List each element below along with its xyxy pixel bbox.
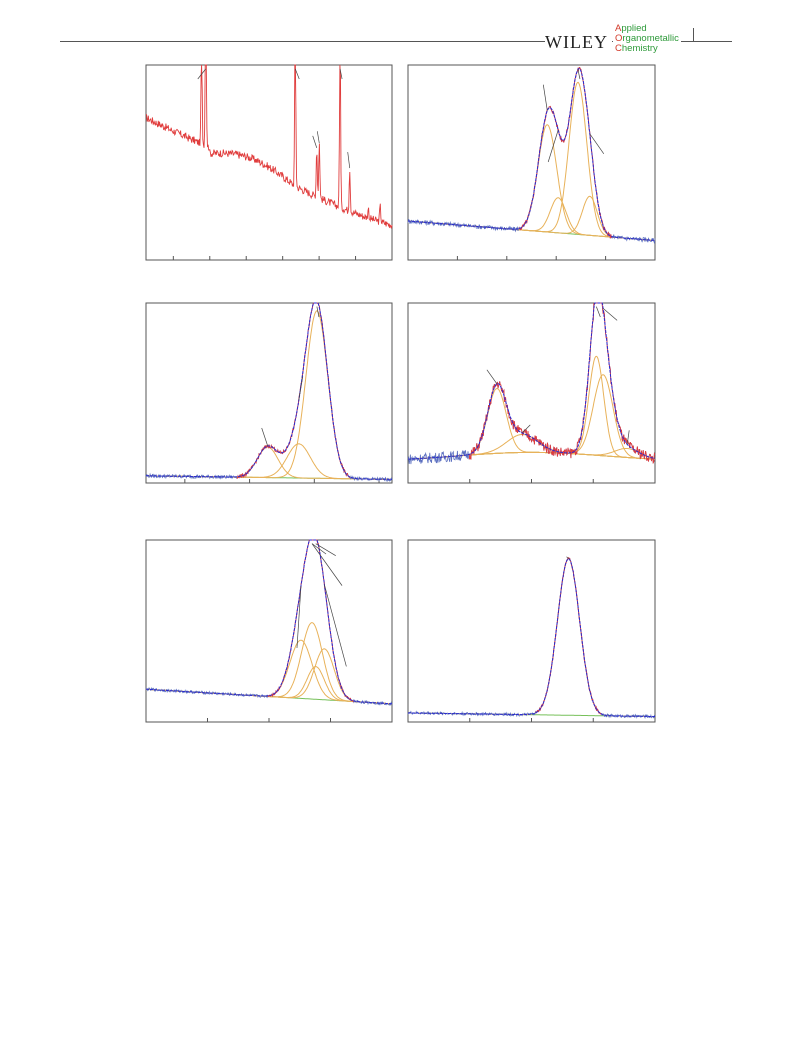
journal-cap-a: A: [615, 23, 622, 34]
peak-leader-line: [316, 131, 320, 144]
peak-leader-line: [626, 430, 630, 445]
journal-line-3: hemistry: [621, 43, 658, 54]
plot-frame: [145, 64, 393, 261]
survey-spectrum-chart: [145, 64, 393, 261]
plot-frame: [145, 539, 393, 723]
journal-line-2: rganometallic: [622, 33, 679, 44]
peak-leader-line: [486, 369, 498, 385]
peak-leader-line: [596, 306, 601, 318]
component-curve: [145, 639, 392, 705]
raw-spectrum-curve: [145, 302, 393, 482]
plot-frame: [407, 64, 656, 261]
peak-leader-line: [566, 556, 569, 559]
fit-region-curve: [468, 302, 656, 465]
peak-leader-line: [311, 543, 343, 586]
peak-leader-line: [589, 133, 605, 155]
o1s-spectrum-chart: [145, 539, 393, 723]
peak-leader-line: [577, 69, 581, 80]
mo3d-spectrum-chart: [407, 64, 656, 261]
envelope-curve: [408, 67, 655, 241]
fit-region-curve: [267, 539, 354, 703]
envelope-curve: [146, 302, 392, 480]
plot-frame: [145, 302, 393, 484]
journal-name: Applied Organometallic Chemistry: [613, 24, 681, 54]
component-curve: [408, 558, 655, 717]
peak-leader-line: [311, 543, 327, 555]
component-curve: [146, 446, 392, 480]
journal-header: WILEY Applied Organometallic Chemistry: [545, 24, 785, 60]
component-curve: [146, 443, 392, 480]
component-curve: [407, 355, 656, 460]
fit-region-curve: [535, 557, 602, 715]
header-tick: [693, 28, 694, 42]
peak-leader-line: [542, 84, 548, 111]
peak-leader-line: [296, 585, 302, 648]
envelope-curve: [145, 539, 392, 705]
n1s-mo3p-spectrum-chart: [407, 302, 656, 484]
peak-leader-line: [316, 306, 320, 318]
c1s-spectrum-chart: [145, 302, 393, 484]
component-curve: [408, 81, 655, 241]
raw-spectrum-curve: [407, 557, 656, 719]
journal-cap-o: O: [615, 33, 623, 44]
peak-leader-line: [339, 68, 343, 80]
peak-leader-line: [312, 135, 318, 149]
peak-leader-line: [197, 68, 207, 80]
raw-spectrum-curve: [407, 67, 656, 245]
component-curve: [407, 374, 656, 460]
envelope-curve: [407, 302, 656, 460]
publisher-logo: WILEY: [545, 32, 611, 53]
journal-line-1: pplied: [621, 23, 647, 34]
peak-leader-line: [347, 152, 351, 169]
journal-cap-c: C: [615, 43, 622, 54]
peak-leader-line: [261, 427, 269, 447]
component-curve: [146, 310, 392, 480]
peak-leader-line: [298, 376, 304, 401]
peak-leader-line: [294, 68, 300, 80]
component-curve: [145, 666, 392, 705]
fit-region-curve: [236, 302, 350, 479]
peak-leader-line: [315, 543, 336, 556]
zn2p-spectrum-chart: [407, 539, 656, 723]
peak-leader-line: [324, 584, 347, 667]
plot-frame: [407, 539, 656, 723]
survey-spectrum-curve: [145, 64, 393, 229]
raw-spectrum-curve: [145, 539, 393, 707]
peak-leader-line: [602, 308, 618, 321]
peak-leader-line: [521, 424, 531, 434]
envelope-curve: [408, 558, 655, 717]
header-rule-left: [60, 41, 550, 42]
peak-leader-line: [547, 129, 559, 163]
